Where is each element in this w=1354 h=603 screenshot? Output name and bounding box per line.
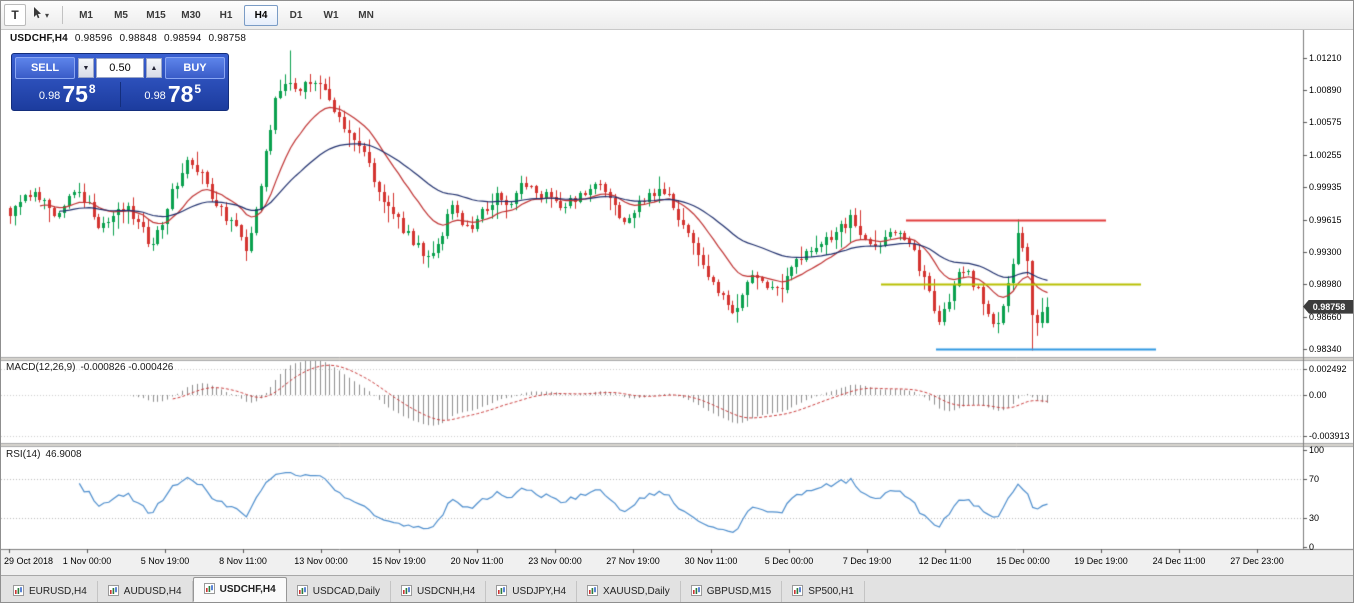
sell-button[interactable]: SELL [15, 57, 75, 79]
tab-chart-icon [400, 584, 412, 599]
open-value: 0.98596 [74, 33, 113, 44]
chart-tab-gbpusd-m15[interactable]: GBPUSD,M15 [681, 581, 783, 602]
toolbar: T ▾ M1 M5 M15 M30 H1 H4 D1 W1 MN [1, 1, 1353, 30]
chart-tab-bar: EURUSD,H4 AUDUSD,H4 USDCHF,H4 USDCAD,Daily U… [1, 575, 1353, 602]
low-value: 0.98594 [164, 33, 202, 44]
tab-label: USDJPY,H4 [512, 586, 567, 597]
chart-tab-usdchf-h4[interactable]: USDCHF,H4 [192, 577, 287, 602]
ohlc-info-line: USDCHF,H4 0.98596 0.98848 0.98594 0.9875… [10, 33, 250, 44]
sell-price-big: 75 [62, 81, 88, 107]
tab-label: EURUSD,H4 [29, 586, 87, 597]
chart-tab-eurusd-h4[interactable]: EURUSD,H4 [3, 581, 98, 602]
tab-label: USDCAD,Daily [312, 586, 380, 597]
sell-price-button[interactable]: 0.98 75 8 [15, 82, 120, 107]
timeframe-m15[interactable]: M15 [146, 9, 166, 21]
timeframe-m1[interactable]: M1 [79, 9, 93, 21]
chart-tab-sp500-h1[interactable]: SP500,H1 [782, 581, 865, 602]
tab-chart-icon [107, 584, 119, 599]
chevron-down-icon: ▾ [45, 10, 50, 20]
buy-price-button[interactable]: 0.98 78 5 [119, 81, 226, 107]
rsi-name: RSI(14) [6, 449, 41, 460]
chart-window-icon: T [11, 8, 19, 22]
symbol-period-label: USDCHF,H4 [10, 33, 68, 44]
tab-chart-icon [203, 582, 215, 597]
volume-increase-button[interactable]: ▲ [146, 58, 162, 78]
sell-price-prefix: 0.98 [38, 90, 61, 102]
tab-label: AUDUSD,H4 [123, 586, 182, 597]
timeframe-h4[interactable]: H4 [244, 4, 279, 26]
volume-decrease-button[interactable]: ▼ [78, 58, 94, 78]
rsi-label: RSI(14) 46.9008 [6, 449, 82, 460]
tab-chart-icon [587, 584, 599, 599]
timeframe-mn[interactable]: MN [358, 9, 374, 21]
tab-label: GBPUSD,M15 [706, 586, 772, 597]
tab-chart-icon [296, 584, 308, 599]
buy-price-prefix: 0.98 [144, 90, 166, 102]
cursor-tool-button[interactable]: ▾ [28, 4, 54, 26]
tab-chart-icon [690, 584, 702, 599]
cursor-icon [33, 6, 42, 24]
tab-label: USDCNH,H4 [416, 586, 476, 597]
tab-chart-icon [792, 584, 804, 599]
timeframe-w1[interactable]: W1 [323, 9, 339, 21]
timeframe-d1[interactable]: D1 [289, 9, 303, 21]
timeframe-m5[interactable]: M5 [114, 9, 128, 21]
rsi-value: 46.9008 [45, 449, 82, 460]
chart-tab-usdcad-daily[interactable]: USDCAD,Daily [287, 581, 391, 602]
timeframe-m30[interactable]: M30 [181, 9, 201, 21]
chart-tab-usdjpy-h4[interactable]: USDJPY,H4 [486, 581, 578, 602]
macd-label: MACD(12,26,9) -0.000826 -0.000426 [6, 362, 173, 373]
buy-price-big: 78 [167, 81, 194, 107]
toolbar-separator [62, 6, 64, 24]
volume-input[interactable]: 0.50 [96, 58, 144, 78]
high-value: 0.98848 [119, 33, 158, 44]
close-value: 0.98758 [208, 33, 247, 44]
chart-canvas[interactable] [1, 29, 1353, 575]
chart-tab-audusd-h4[interactable]: AUDUSD,H4 [98, 581, 193, 602]
macd-name: MACD(12,26,9) [6, 362, 76, 373]
tab-chart-icon [496, 584, 508, 599]
buy-price-sup: 5 [194, 82, 202, 96]
buy-button[interactable]: BUY [165, 57, 225, 79]
timeframe-group: M1 M5 M15 M30 H1 H4 D1 W1 MN [69, 4, 383, 26]
one-click-trading-panel: SELL ▼ 0.50 ▲ BUY 0.98 75 8 0.98 78 5 [11, 53, 229, 111]
macd-values: -0.000826 -0.000426 [80, 362, 174, 373]
chart-tab-usdcnh-h4[interactable]: USDCNH,H4 [391, 581, 487, 602]
timeframe-h1[interactable]: H1 [219, 9, 233, 21]
chart-window-button[interactable]: T [4, 4, 26, 26]
tab-label: XAUUSD,Daily [603, 586, 670, 597]
volume-control: ▼ 0.50 ▲ [78, 58, 162, 78]
current-price-badge: 0.98758 [1303, 299, 1353, 314]
sell-price-sup: 8 [88, 82, 96, 96]
tab-label: SP500,H1 [808, 586, 854, 597]
chart-tab-xauusd-daily[interactable]: XAUUSD,Daily [577, 581, 681, 602]
tab-label: USDCHF,H4 [219, 584, 276, 595]
tab-chart-icon [13, 584, 24, 599]
